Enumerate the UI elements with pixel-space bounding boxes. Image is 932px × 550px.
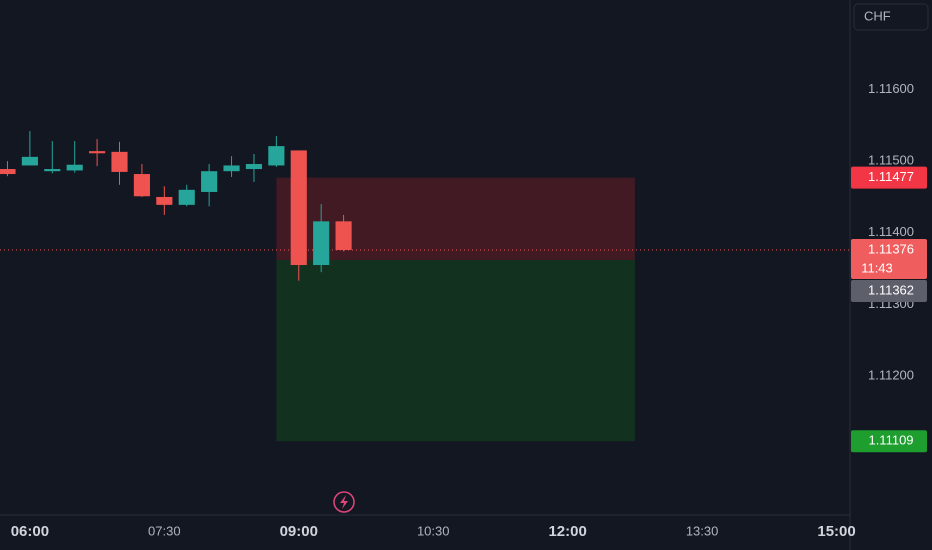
candle-body bbox=[21, 156, 38, 166]
candle-body bbox=[156, 196, 173, 205]
y-tick-label: 1.11200 bbox=[868, 367, 914, 382]
entry-price-label-box bbox=[851, 279, 927, 302]
entry-price-label: 1.11362 bbox=[868, 282, 914, 297]
plot-area bbox=[0, 131, 850, 442]
stop-price-label-box bbox=[851, 166, 927, 189]
candle-body bbox=[201, 171, 218, 192]
candle-body bbox=[66, 164, 83, 171]
stop-price-label: 1.11477 bbox=[868, 169, 914, 184]
countdown-label: 11:43 bbox=[861, 260, 893, 275]
candle-body bbox=[290, 150, 307, 266]
candle-body bbox=[223, 165, 240, 172]
target-price-label-box bbox=[851, 430, 927, 453]
last-price-box bbox=[851, 238, 927, 279]
candle-body bbox=[111, 151, 128, 172]
y-tick-label: 1.11600 bbox=[868, 81, 914, 96]
candle-body bbox=[268, 146, 285, 166]
candle-body bbox=[133, 174, 150, 197]
alert-icon[interactable] bbox=[333, 491, 355, 513]
last-price-label: 1.11376 bbox=[868, 241, 914, 256]
x-tick-label: 09:00 bbox=[280, 523, 318, 540]
candle-body bbox=[44, 169, 61, 172]
candle-body bbox=[313, 221, 330, 266]
currency-button[interactable] bbox=[853, 3, 929, 31]
currency-label: CHF bbox=[864, 8, 891, 23]
y-tick-label: 1.11400 bbox=[868, 224, 914, 239]
stop-zone bbox=[276, 177, 635, 261]
x-tick-label: 15:00 bbox=[817, 523, 855, 540]
x-tick-label: 13:30 bbox=[686, 523, 719, 538]
candle-body bbox=[89, 151, 106, 154]
target-price-label: 1.11109 bbox=[868, 433, 913, 448]
candle-body bbox=[0, 169, 16, 175]
candle-body bbox=[335, 221, 352, 250]
candle-body bbox=[245, 164, 263, 170]
target-zone bbox=[276, 260, 635, 442]
x-tick-label: 10:30 bbox=[417, 523, 450, 538]
x-tick-label: 06:00 bbox=[11, 523, 49, 540]
x-tick-label: 07:30 bbox=[148, 523, 181, 538]
y-tick-label: 1.11500 bbox=[868, 153, 914, 168]
x-tick-label: 12:00 bbox=[548, 523, 586, 540]
candle-body bbox=[178, 189, 195, 205]
